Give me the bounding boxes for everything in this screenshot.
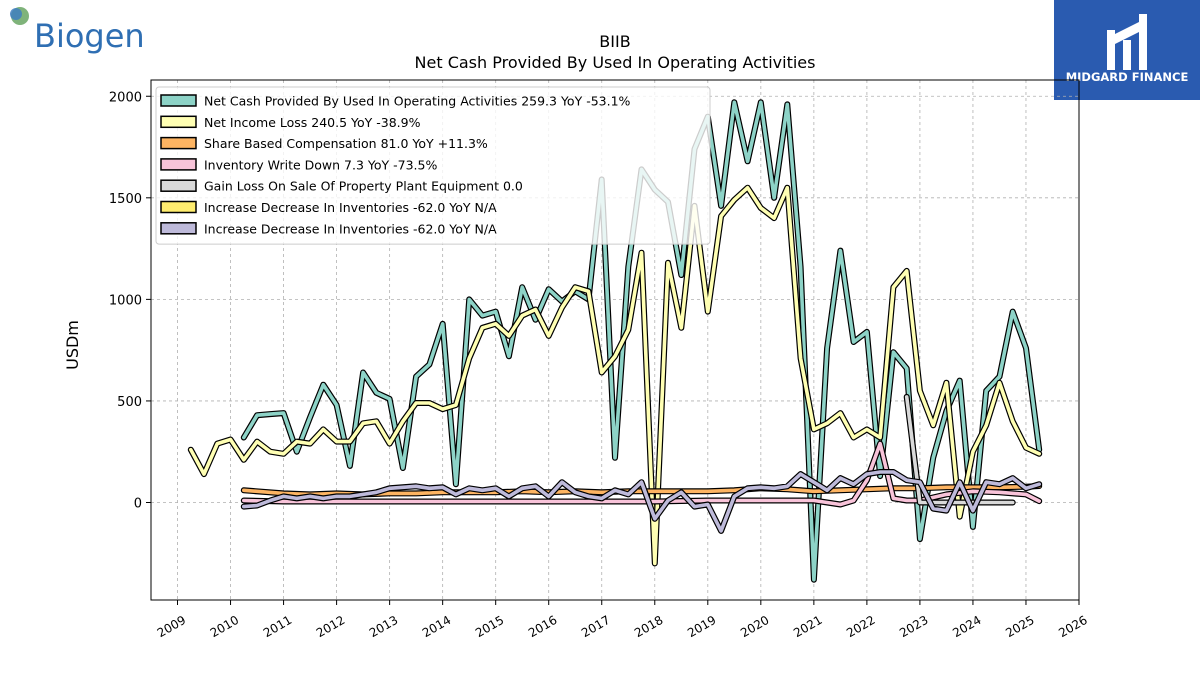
legend-swatch	[160, 200, 197, 214]
series-1-stroke	[189, 185, 1041, 566]
legend-swatch	[160, 222, 197, 235]
series-layer	[187, 99, 1043, 583]
legend-entry: Net Cash Provided By Used In Operating A…	[204, 94, 631, 109]
y-axis-label: USDm	[63, 320, 82, 370]
logo-orb-inner-icon	[10, 8, 22, 20]
y-tick-label: 1500	[109, 192, 142, 207]
x-tick-label: 2026	[1056, 613, 1089, 640]
y-tick-label: 0	[134, 497, 142, 512]
legend-swatch	[160, 158, 197, 171]
x-tick-label: 2017	[579, 613, 612, 640]
x-tick-label: 2025	[1003, 613, 1036, 640]
legend-swatch	[160, 179, 197, 192]
series-6-line	[240, 469, 1043, 534]
series-6-stroke	[242, 470, 1041, 533]
legend-entry: Gain Loss On Sale Of Property Plant Equi…	[204, 179, 523, 194]
legend-swatch	[160, 94, 197, 107]
legend-entry: Increase Decrease In Inventories -62.0 Y…	[204, 200, 497, 215]
x-tick-label: 2012	[314, 613, 347, 640]
legend: Net Cash Provided By Used In Operating A…	[155, 86, 711, 245]
chart-subtitle: Net Cash Provided By Used In Operating A…	[415, 53, 816, 72]
x-tick-label: 2015	[473, 613, 506, 640]
company-logo-text: Biogen	[34, 17, 145, 55]
legend-swatch	[160, 115, 197, 129]
publisher-name: MIDGARD FINANCE	[1066, 70, 1189, 84]
x-tick-label: 2023	[897, 613, 930, 640]
y-tick-label: 1000	[109, 293, 142, 308]
x-tick-label: 2021	[791, 613, 824, 640]
legend-entry: Share Based Compensation 81.0 YoY +11.3%	[204, 136, 488, 151]
legend-entry: Net Income Loss 240.5 YoY -38.9%	[204, 115, 421, 130]
x-tick-label: 2022	[844, 613, 877, 640]
series-1-line	[187, 184, 1043, 567]
series-3-stroke	[242, 441, 1041, 507]
legend-entry: Inventory Write Down 7.3 YoY -73.5%	[204, 157, 437, 172]
x-tick-label: 2018	[632, 613, 665, 640]
legend-entry: Increase Decrease In Inventories -62.0 Y…	[204, 221, 497, 236]
x-tick-label: 2009	[155, 613, 188, 640]
legend-swatch	[160, 136, 197, 150]
series-3-line	[240, 440, 1043, 508]
x-axis: 2009 2010 2011 2012 2013 2014 2015 2016 2017 2018…	[155, 600, 1090, 640]
y-axis: 0 500 1000 1500 2000	[109, 90, 151, 512]
y-tick-label: 2000	[109, 90, 142, 105]
x-tick-label: 2010	[208, 613, 241, 640]
x-tick-label: 2024	[950, 613, 983, 640]
x-tick-label: 2019	[685, 613, 718, 640]
x-tick-label: 2016	[526, 613, 559, 640]
x-tick-label: 2014	[420, 613, 453, 640]
x-tick-label: 2013	[367, 613, 400, 640]
legend-box	[155, 86, 711, 245]
company-logo: Biogen	[10, 7, 145, 55]
y-tick-label: 500	[117, 395, 142, 410]
publisher-badge: MIDGARD FINANCE	[1054, 0, 1200, 100]
x-tick-label: 2011	[261, 613, 294, 640]
chart-title: BIIB	[599, 32, 630, 51]
plot-frame	[150, 79, 1080, 601]
x-tick-label: 2020	[738, 613, 771, 640]
midgard-emblem-icon	[1107, 14, 1147, 70]
